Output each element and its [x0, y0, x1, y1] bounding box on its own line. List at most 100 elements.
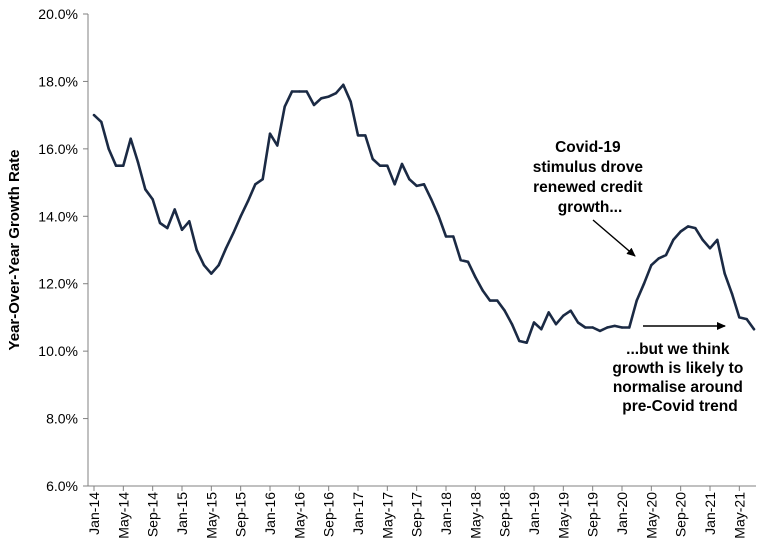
data-point [547, 311, 550, 314]
data-point [364, 134, 367, 137]
data-point [488, 299, 492, 302]
y-tick-label: 20.0% [38, 6, 78, 22]
data-point [503, 309, 506, 312]
data-point [393, 183, 396, 186]
data-point [540, 328, 543, 331]
data-point [679, 230, 682, 233]
x-tick-label: May-20 [643, 492, 659, 539]
data-point [672, 238, 675, 242]
data-point [664, 253, 668, 257]
y-axis-label: Year-Over-Year Growth Rate [6, 150, 23, 351]
x-tick-label: May-18 [467, 492, 483, 539]
data-point [496, 299, 499, 302]
data-point [730, 292, 734, 295]
y-tick-label: 6.0% [46, 478, 78, 494]
data-point [444, 235, 448, 238]
data-point [378, 164, 382, 167]
data-point [745, 317, 748, 321]
data-point [642, 282, 646, 285]
annotation-arrow [592, 219, 636, 257]
series-line [92, 83, 756, 344]
data-point [518, 339, 521, 343]
x-tick-label: May-15 [203, 492, 219, 539]
x-tick-label: May-21 [731, 492, 747, 539]
x-tick-marks [93, 486, 740, 491]
data-point [327, 95, 330, 98]
x-tick-label: May-19 [555, 492, 571, 539]
x-tick-label: Jan-14 [86, 492, 102, 535]
x-tick-label: Jan-18 [438, 492, 454, 535]
data-point [100, 120, 103, 124]
x-tick-label: Jan-17 [350, 492, 366, 535]
data-point [312, 103, 316, 107]
data-point [532, 321, 536, 324]
data-point [144, 188, 147, 191]
data-point [320, 97, 323, 100]
data-point [650, 264, 653, 267]
data-point [173, 208, 176, 211]
data-point [151, 198, 154, 201]
y-tick-label: 8.0% [46, 411, 78, 427]
data-point [166, 226, 169, 230]
data-point [129, 137, 132, 140]
annotation-covid-stimulus: Covid-19 stimulus drove renewed credit g… [533, 139, 648, 257]
y-tick-marks [83, 13, 88, 487]
annotation-line: Covid-19 [555, 139, 621, 156]
x-tick-label: Sep-17 [409, 492, 425, 537]
data-point [752, 328, 756, 331]
data-point [217, 264, 220, 267]
y-tick-label: 18.0% [38, 73, 78, 89]
data-point [701, 238, 704, 242]
annotation-line: growth is likely to [612, 360, 743, 377]
data-point [349, 100, 352, 103]
data-point [356, 134, 360, 137]
data-point [620, 326, 624, 329]
annotation-line: ...but we think [626, 341, 730, 358]
data-point [408, 178, 411, 181]
x-tick-label: Jan-16 [262, 492, 278, 535]
annotation-line: growth... [558, 199, 623, 216]
data-point [466, 260, 470, 263]
data-point [694, 226, 697, 230]
annotation-normalise: ...but we think growth is likely to norm… [612, 322, 747, 415]
data-point [180, 228, 184, 231]
data-point [510, 323, 514, 326]
data-point [635, 299, 638, 302]
annotation-line: stimulus drove [533, 159, 644, 176]
data-point [107, 147, 110, 151]
y-tick-label: 12.0% [38, 276, 78, 292]
data-point [232, 231, 235, 235]
y-tick-label: 14.0% [38, 208, 78, 224]
data-point [554, 323, 558, 326]
data-point [708, 247, 712, 250]
data-point [268, 132, 272, 135]
data-point [202, 264, 206, 267]
data-point [246, 199, 250, 203]
data-point [290, 90, 294, 93]
y-tick-labels: 6.0% 8.0% 10.0% 12.0% 14.0% 16.0% 18.0% 20.0% [38, 6, 78, 494]
data-point [422, 183, 426, 186]
data-point [430, 198, 433, 201]
x-tick-label: Sep-20 [673, 492, 689, 537]
data-point [525, 341, 528, 344]
data-point [158, 221, 162, 225]
x-tick-label: Sep-15 [233, 492, 249, 537]
annotation-line: renewed credit [533, 179, 642, 196]
data-point [481, 289, 484, 292]
x-tick-label: May-14 [115, 492, 131, 539]
data-point [400, 162, 404, 166]
data-point [195, 248, 198, 252]
x-tick-label: Sep-19 [585, 492, 601, 537]
data-point [188, 220, 191, 223]
svg-text:Covid-19 stimulus drove: Covid-19 stimulus drove renewed credit g… [533, 139, 648, 216]
data-point [569, 309, 572, 312]
data-point [584, 326, 587, 329]
x-tick-label: Jan-19 [526, 492, 542, 535]
data-point [606, 326, 609, 329]
x-tick-label: Sep-18 [497, 492, 513, 537]
data-point [371, 157, 374, 161]
svg-text:...but we think growth i: ...but we think growth is likely to norm… [612, 341, 747, 415]
data-point [716, 238, 719, 242]
annotation-line: pre-Covid trend [622, 398, 737, 415]
